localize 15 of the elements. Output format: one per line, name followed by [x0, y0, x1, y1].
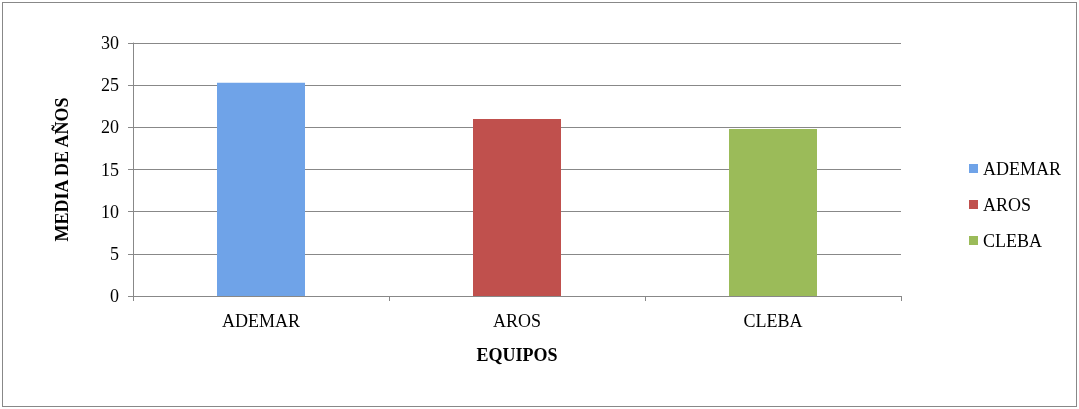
- y-tick-label: 0: [110, 286, 119, 306]
- y-tick-label: 20: [101, 117, 119, 138]
- x-tick-label: AROS: [492, 311, 542, 331]
- y-tick-label: 10: [101, 201, 119, 222]
- legend-label: CLEBA: [983, 230, 1043, 251]
- y-axis-title: MEDIA DE AÑOS: [51, 97, 72, 242]
- y-tick-label: 25: [101, 75, 119, 96]
- y-tick-label: 5: [110, 243, 119, 264]
- legend-label: AROS: [983, 194, 1032, 215]
- legend-label: ADEMAR: [983, 158, 1062, 179]
- x-tick-label: CLEBA: [743, 311, 803, 331]
- x-axis-title: EQUIPOS: [476, 345, 558, 365]
- y-tick-label: 15: [101, 159, 119, 180]
- y-tick-label: 30: [101, 33, 119, 53]
- x-tick-label: ADEMAR: [221, 311, 301, 331]
